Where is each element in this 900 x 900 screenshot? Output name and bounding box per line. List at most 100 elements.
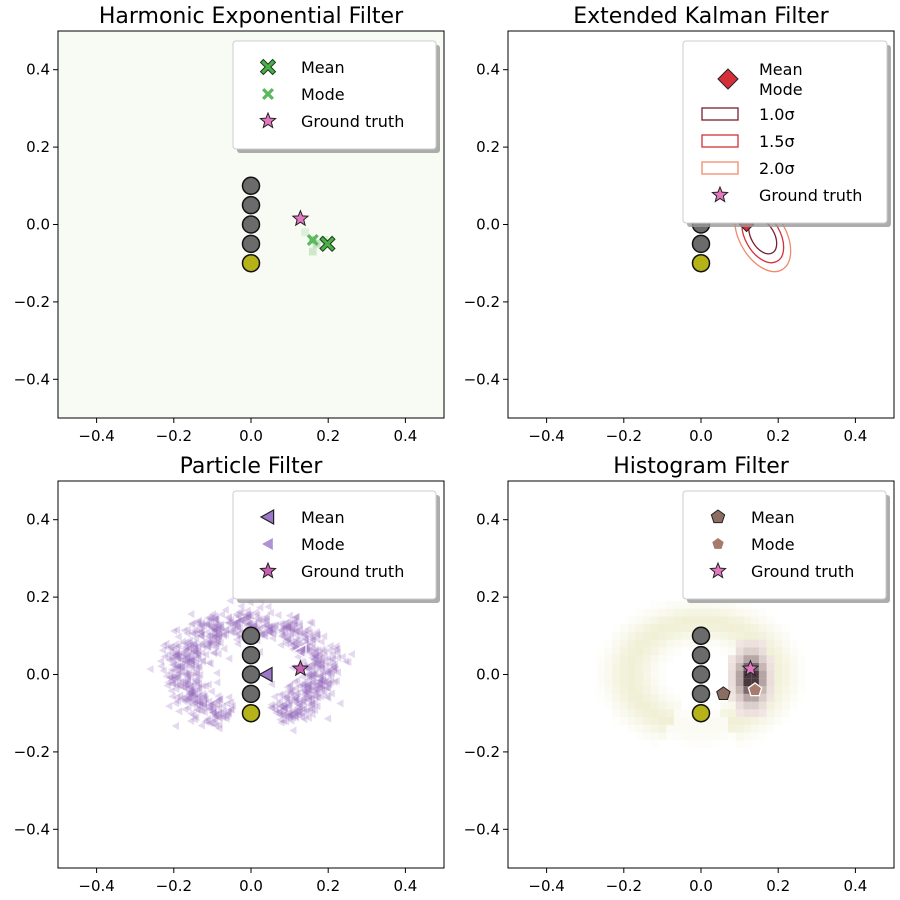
histogram-cell bbox=[782, 655, 790, 663]
histogram-cell bbox=[689, 608, 698, 617]
particle bbox=[189, 656, 197, 665]
particle bbox=[262, 612, 271, 621]
particle bbox=[312, 634, 320, 643]
particle bbox=[314, 693, 322, 702]
particle bbox=[298, 694, 306, 703]
histogram-cell bbox=[619, 717, 628, 725]
histogram-cell bbox=[681, 732, 690, 741]
particle bbox=[202, 716, 211, 725]
histogram-cell bbox=[689, 616, 698, 625]
histogram-cell bbox=[751, 608, 759, 617]
particle bbox=[327, 654, 335, 663]
histogram-cell bbox=[728, 717, 736, 725]
particle bbox=[166, 673, 175, 682]
particle bbox=[210, 611, 219, 620]
particle bbox=[162, 639, 170, 648]
histogram-cell bbox=[758, 655, 767, 663]
histogram-cell bbox=[728, 724, 736, 733]
histogram-cell bbox=[666, 655, 674, 663]
particle bbox=[226, 705, 235, 714]
particle bbox=[295, 701, 304, 710]
histogram-cell bbox=[673, 616, 682, 625]
particle bbox=[205, 637, 213, 646]
histogram-cell bbox=[766, 724, 775, 733]
particle bbox=[213, 678, 221, 687]
histogram-cell bbox=[650, 655, 659, 663]
particle bbox=[331, 665, 339, 674]
particle bbox=[289, 625, 298, 634]
particle bbox=[211, 621, 219, 630]
x-tick-label: 0.0 bbox=[689, 877, 713, 895]
particle bbox=[199, 704, 207, 713]
histogram-cell bbox=[643, 616, 651, 625]
particle bbox=[194, 663, 202, 672]
particle bbox=[188, 685, 196, 694]
histogram-cell bbox=[743, 701, 752, 710]
particle bbox=[280, 704, 288, 713]
particle bbox=[260, 632, 269, 641]
particle bbox=[311, 670, 319, 679]
particle bbox=[185, 687, 194, 696]
particle bbox=[336, 699, 344, 708]
histogram-cell bbox=[728, 709, 736, 718]
histogram-cell bbox=[712, 639, 721, 648]
particle bbox=[213, 634, 221, 643]
particle bbox=[249, 619, 258, 628]
histogram-cell bbox=[612, 631, 620, 640]
legend-label: Mean bbox=[301, 508, 345, 527]
particle bbox=[312, 627, 320, 636]
chart-title: Histogram Filter bbox=[613, 454, 790, 479]
histogram-cell bbox=[635, 647, 644, 656]
particle bbox=[210, 699, 218, 708]
particle bbox=[214, 696, 222, 705]
particle bbox=[177, 661, 185, 670]
particle bbox=[186, 656, 194, 665]
histogram-cell bbox=[666, 600, 674, 609]
histogram-cell bbox=[596, 678, 605, 687]
particle bbox=[284, 708, 292, 717]
particle bbox=[266, 625, 275, 634]
particle bbox=[290, 708, 298, 717]
histogram-cell bbox=[635, 655, 644, 663]
histogram-cell bbox=[673, 717, 682, 725]
particle bbox=[209, 630, 217, 639]
histogram-cell bbox=[798, 647, 806, 655]
particle bbox=[314, 655, 323, 664]
histogram-cell bbox=[612, 670, 620, 679]
particle bbox=[309, 678, 317, 687]
histogram-cell bbox=[735, 709, 744, 718]
particle bbox=[196, 631, 205, 640]
particle bbox=[290, 696, 298, 705]
histogram-cell bbox=[651, 740, 659, 748]
histogram-cell bbox=[650, 678, 659, 687]
particle bbox=[291, 620, 299, 629]
histogram-cell bbox=[712, 624, 721, 632]
histogram-cell bbox=[704, 732, 713, 741]
particle bbox=[209, 638, 217, 647]
histogram-cell bbox=[720, 724, 729, 733]
landmark-marker bbox=[241, 684, 261, 704]
particle bbox=[195, 670, 204, 679]
legend-label: Mean bbox=[759, 60, 803, 79]
particle bbox=[308, 660, 316, 669]
x-tick-label: −0.2 bbox=[156, 877, 192, 895]
particle bbox=[329, 663, 338, 672]
particle bbox=[184, 657, 192, 666]
histogram-cell bbox=[797, 686, 806, 694]
particle bbox=[318, 656, 326, 665]
histogram-cell bbox=[720, 639, 729, 648]
histogram-cell bbox=[689, 724, 698, 733]
particle bbox=[206, 639, 214, 648]
particle bbox=[179, 676, 187, 685]
histogram-cell bbox=[635, 670, 644, 679]
particle bbox=[194, 642, 202, 651]
histogram-cell bbox=[673, 693, 682, 702]
particle bbox=[219, 631, 227, 640]
particle bbox=[187, 685, 195, 694]
particle bbox=[308, 701, 316, 710]
particle bbox=[293, 676, 301, 685]
histogram-cell bbox=[774, 631, 783, 640]
particle bbox=[267, 703, 275, 712]
particle bbox=[316, 658, 325, 667]
particle bbox=[204, 697, 213, 706]
